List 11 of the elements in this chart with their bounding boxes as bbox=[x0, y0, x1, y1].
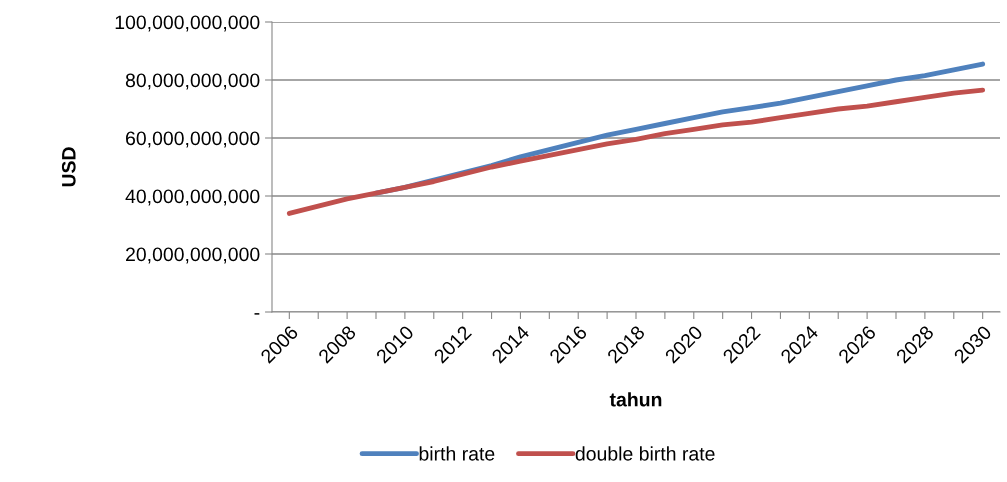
legend-label: double birth rate bbox=[575, 446, 715, 461]
legend-label: birth rate bbox=[419, 446, 495, 461]
line-series bbox=[286, 87, 986, 216]
y-tick-label: 100,000,000,000 bbox=[115, 15, 260, 32]
y-tick-label: 80,000,000,000 bbox=[125, 73, 260, 90]
y-tick-label: 20,000,000,000 bbox=[126, 247, 260, 264]
y-tick-label: - bbox=[254, 313, 260, 315]
x-axis-title: tahun bbox=[609, 392, 662, 407]
y-tick-label: 40,000,000,000 bbox=[125, 189, 260, 206]
y-tick-label: 60,000,000,000 bbox=[126, 131, 260, 148]
y-axis-title: USD bbox=[61, 147, 76, 187]
